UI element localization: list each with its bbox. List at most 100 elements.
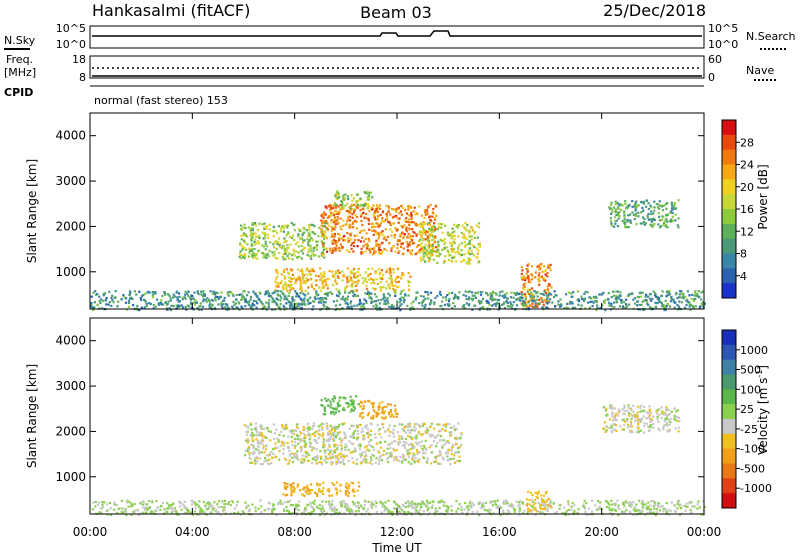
radar-cell xyxy=(374,212,376,214)
radar-cell xyxy=(449,463,451,465)
radar-cell xyxy=(165,301,167,303)
radar-cell xyxy=(448,298,450,300)
radar-cell xyxy=(310,443,312,445)
radar-cell xyxy=(387,457,389,459)
radar-cell xyxy=(245,301,247,303)
radar-cell xyxy=(390,455,392,457)
radar-cell xyxy=(309,235,311,237)
radar-cell xyxy=(288,276,290,278)
radar-cell xyxy=(589,307,591,309)
radar-cell xyxy=(401,290,403,292)
radar-cell xyxy=(286,483,288,485)
radar-cell xyxy=(629,214,631,216)
radar-cell xyxy=(521,291,523,293)
radar-cell xyxy=(351,204,353,206)
radar-cell xyxy=(457,508,459,510)
radar-cell xyxy=(394,425,396,427)
radar-cell xyxy=(608,206,610,208)
radar-cell xyxy=(611,413,613,415)
radar-cell xyxy=(390,411,392,413)
radar-cell xyxy=(312,252,314,254)
radar-cell xyxy=(322,511,324,513)
radar-cell xyxy=(150,303,152,305)
radar-cell xyxy=(364,400,366,402)
radar-cell xyxy=(454,256,456,258)
radar-cell xyxy=(222,510,224,512)
radar-cell xyxy=(313,423,315,425)
radar-cell xyxy=(358,481,360,483)
radar-cell xyxy=(365,459,367,461)
radar-cell xyxy=(663,510,665,512)
radar-cell xyxy=(324,408,326,410)
radar-cell xyxy=(320,219,322,221)
radar-cell xyxy=(334,280,336,282)
radar-cell xyxy=(415,505,417,507)
radar-cell xyxy=(418,302,420,304)
radar-cell xyxy=(583,506,585,508)
radar-cell xyxy=(286,486,288,488)
radar-cell xyxy=(636,304,638,306)
radar-cell xyxy=(298,500,300,502)
radar-cell xyxy=(300,304,302,306)
radar-cell xyxy=(346,402,348,404)
radar-cell xyxy=(357,283,359,285)
radar-cell xyxy=(358,268,360,270)
radar-cell xyxy=(684,510,686,512)
radar-cell xyxy=(457,251,459,253)
radar-cell xyxy=(666,291,668,293)
radar-cell xyxy=(674,415,676,417)
radar-cell xyxy=(409,276,411,278)
radar-cell xyxy=(135,294,137,296)
radar-cell xyxy=(373,247,375,249)
radar-cell xyxy=(670,300,672,302)
radar-cell xyxy=(190,512,192,514)
radar-cell xyxy=(159,509,161,511)
radar-cell xyxy=(429,234,431,236)
radar-cell xyxy=(287,232,289,234)
radar-cell xyxy=(331,233,333,235)
radar-cell xyxy=(535,299,537,301)
radar-cell xyxy=(423,510,425,512)
radar-cell xyxy=(288,450,290,452)
radar-cell xyxy=(444,444,446,446)
radar-cell xyxy=(339,250,341,252)
radar-cell xyxy=(635,215,637,217)
radar-cell xyxy=(331,236,333,238)
radar-cell xyxy=(405,506,407,508)
radar-cell xyxy=(454,429,456,431)
radar-cell xyxy=(247,426,249,428)
radar-cell xyxy=(424,261,426,263)
radar-cell xyxy=(387,293,389,295)
radar-cell xyxy=(401,275,403,277)
radar-cell xyxy=(278,225,280,227)
radar-cell xyxy=(471,235,473,237)
radar-cell xyxy=(298,245,300,247)
radar-cell xyxy=(425,254,427,256)
radar-cell xyxy=(251,255,253,257)
radar-cell xyxy=(609,407,611,409)
radar-cell xyxy=(332,456,334,458)
radar-cell xyxy=(381,401,383,403)
radar-cell xyxy=(513,301,515,303)
radar-cell xyxy=(314,298,316,300)
radar-cell xyxy=(570,509,572,511)
radar-cell xyxy=(179,296,181,298)
radar-cell xyxy=(324,279,326,281)
radar-cell xyxy=(411,221,413,223)
radar-cell xyxy=(311,286,313,288)
radar-cell xyxy=(611,209,613,211)
radar-cell xyxy=(573,504,575,506)
radar-cell xyxy=(307,254,309,256)
radar-cell xyxy=(623,424,625,426)
radar-cell xyxy=(340,484,342,486)
nave-tick-bottom: 0 xyxy=(708,71,715,84)
radar-cell xyxy=(477,253,479,255)
radar-cell xyxy=(328,216,330,218)
radar-cell xyxy=(263,428,265,430)
radar-cell xyxy=(631,426,633,428)
radar-cell xyxy=(183,505,185,507)
radar-cell xyxy=(278,238,280,240)
radar-cell xyxy=(244,305,246,307)
radar-cell xyxy=(448,234,450,236)
radar-cell xyxy=(303,437,305,439)
